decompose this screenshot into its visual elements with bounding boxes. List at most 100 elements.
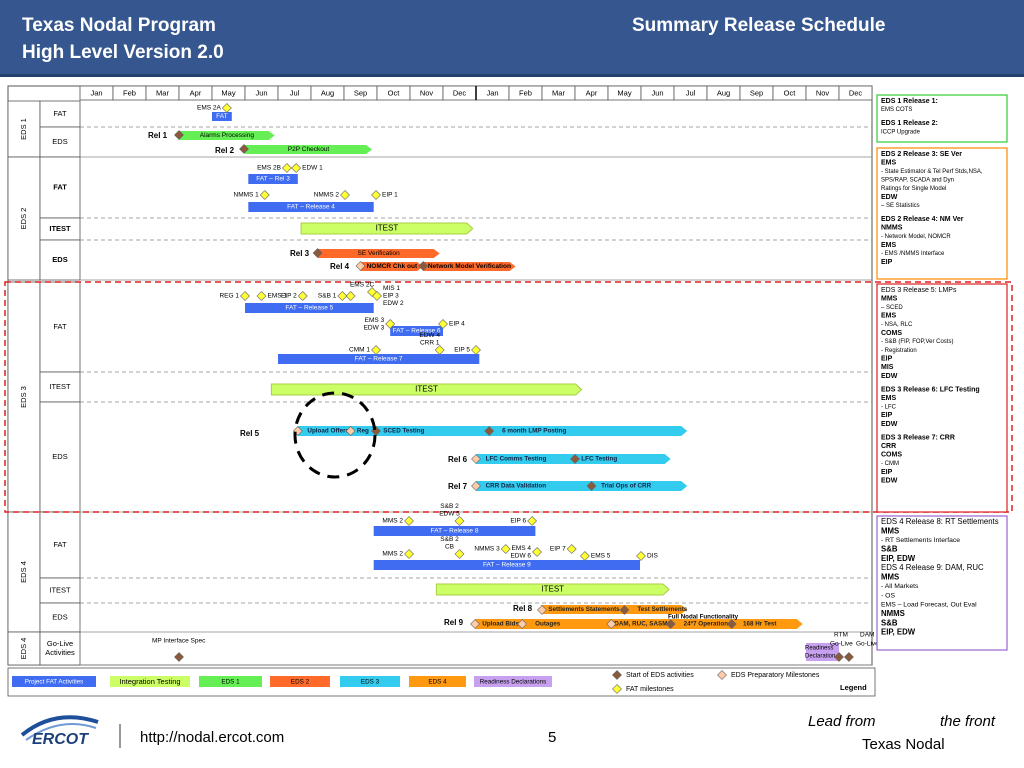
milestone-label: S&B 2	[440, 536, 459, 543]
note: MP Interface Spec	[152, 638, 206, 645]
milestone	[843, 652, 854, 662]
side-text: EDS 4 Release 9: DAM, RUC	[881, 563, 984, 572]
milestone-label: EMS 2B	[257, 165, 281, 172]
side-box	[876, 283, 1008, 513]
note: Readiness	[805, 646, 833, 652]
milestone	[337, 291, 348, 301]
side-text: – SE Statistics	[881, 203, 920, 209]
milestone	[579, 551, 590, 561]
milestone	[174, 130, 184, 140]
row-label: Activities	[45, 648, 75, 657]
milestone	[619, 605, 630, 615]
side-text: EMS COTS	[881, 107, 912, 113]
bar-label: FAT – Release 4	[287, 204, 335, 211]
milestone	[484, 426, 495, 436]
month-label: Feb	[123, 88, 136, 97]
month-label: Jul	[290, 88, 300, 97]
note: Rel 4	[330, 262, 350, 271]
bar-label: ITEST	[376, 224, 399, 233]
month-label: Nov	[420, 88, 434, 97]
side-text: EDS 3 Release 5: LMPs	[881, 287, 957, 294]
milestone	[418, 261, 429, 271]
side-text: - OS	[881, 592, 895, 599]
bar-label: P2P Checkout	[288, 146, 330, 153]
legend-swatch	[409, 676, 466, 687]
milestone-label: S&B 1	[318, 293, 337, 300]
side-text: - Registration	[881, 348, 917, 354]
legend-label: Readiness Declarations	[480, 679, 547, 686]
milestone-label: CRR 1	[420, 340, 440, 347]
row-label-cell	[39, 631, 81, 666]
milestone	[240, 291, 250, 301]
page-number: 5	[548, 729, 556, 746]
legend-label: EDS 4	[428, 679, 447, 686]
bar	[248, 202, 374, 212]
milestone-label: MMS 2	[382, 518, 403, 525]
side-text: EDS 3 Release 7: CRR	[881, 434, 955, 441]
month-label: Mar	[156, 88, 169, 97]
side-text: S&B	[881, 545, 898, 554]
milestone	[371, 345, 381, 355]
bar	[245, 303, 374, 313]
group-label: EDS 1	[19, 118, 28, 140]
note: Declaration	[805, 654, 835, 660]
milestone-label: REG 1	[219, 293, 239, 300]
row-label-cell	[39, 281, 81, 373]
note: Rel 9	[444, 618, 464, 627]
milestone	[259, 190, 270, 200]
milestone-label: DIS	[647, 553, 659, 560]
month-label: Sep	[354, 88, 367, 97]
milestone	[345, 426, 356, 436]
month-label: Aug	[717, 88, 730, 97]
milestone	[256, 291, 267, 301]
milestone-label: MMS 2	[382, 551, 403, 558]
side-text: EDW	[881, 373, 898, 380]
legend-label: Integration Testing	[119, 677, 180, 686]
bar-label: Network Model Verification	[428, 263, 511, 270]
bar-label: NOMCR Chk out	[367, 263, 418, 270]
logo-swoosh	[25, 723, 97, 741]
milestone-label: EIP 2	[281, 293, 297, 300]
legend-swatch	[199, 676, 262, 687]
milestone	[385, 319, 396, 329]
side-text: MMS	[881, 295, 898, 302]
milestone	[517, 619, 528, 629]
side-text: MMS	[881, 526, 899, 535]
bar-label: ITEST	[541, 585, 564, 594]
milestone-label: EIP 7	[550, 546, 566, 553]
side-text: EIP	[881, 259, 893, 266]
milestone	[471, 345, 481, 355]
month-label: Dec	[849, 88, 863, 97]
note: Rel 1	[148, 131, 168, 140]
milestone	[537, 605, 547, 615]
bar-segment-label: 168 Hr Test	[743, 621, 777, 628]
row-label: FAT	[53, 322, 67, 331]
milestone	[726, 619, 737, 629]
bar-label: FAT	[216, 113, 227, 120]
bar	[212, 112, 232, 121]
bar-segment-label: Test Settlements	[637, 606, 687, 613]
milestone-label: EDW 4	[419, 332, 440, 339]
milestone-label: EDW 6	[510, 552, 531, 559]
side-text: NMMS	[881, 225, 903, 232]
note: Rel 2	[215, 146, 235, 155]
milestone-label: NMMS 1	[234, 192, 260, 199]
note: Rel 7	[448, 482, 468, 491]
milestone-label: EIP 1	[382, 192, 398, 199]
month-label: Nov	[816, 88, 830, 97]
bar-segment-label: Outages	[535, 621, 561, 628]
milestone	[291, 163, 302, 173]
side-text: NMMS	[881, 609, 905, 618]
row-label: EDS	[52, 612, 67, 621]
bar-label: FAT – Release 9	[483, 562, 531, 569]
side-text: - All Markets	[881, 583, 919, 590]
bar-label: FAT – Release 5	[285, 305, 333, 312]
milestone	[570, 454, 580, 464]
side-text: - NSA, RLC	[881, 322, 913, 328]
milestone-label: NMMS 3	[474, 546, 500, 553]
milestone	[221, 103, 232, 113]
milestone-label: EIP 4	[449, 321, 465, 328]
side-box	[876, 147, 1008, 280]
milestone-label: EDW 5	[439, 511, 460, 518]
side-box	[876, 515, 1008, 651]
